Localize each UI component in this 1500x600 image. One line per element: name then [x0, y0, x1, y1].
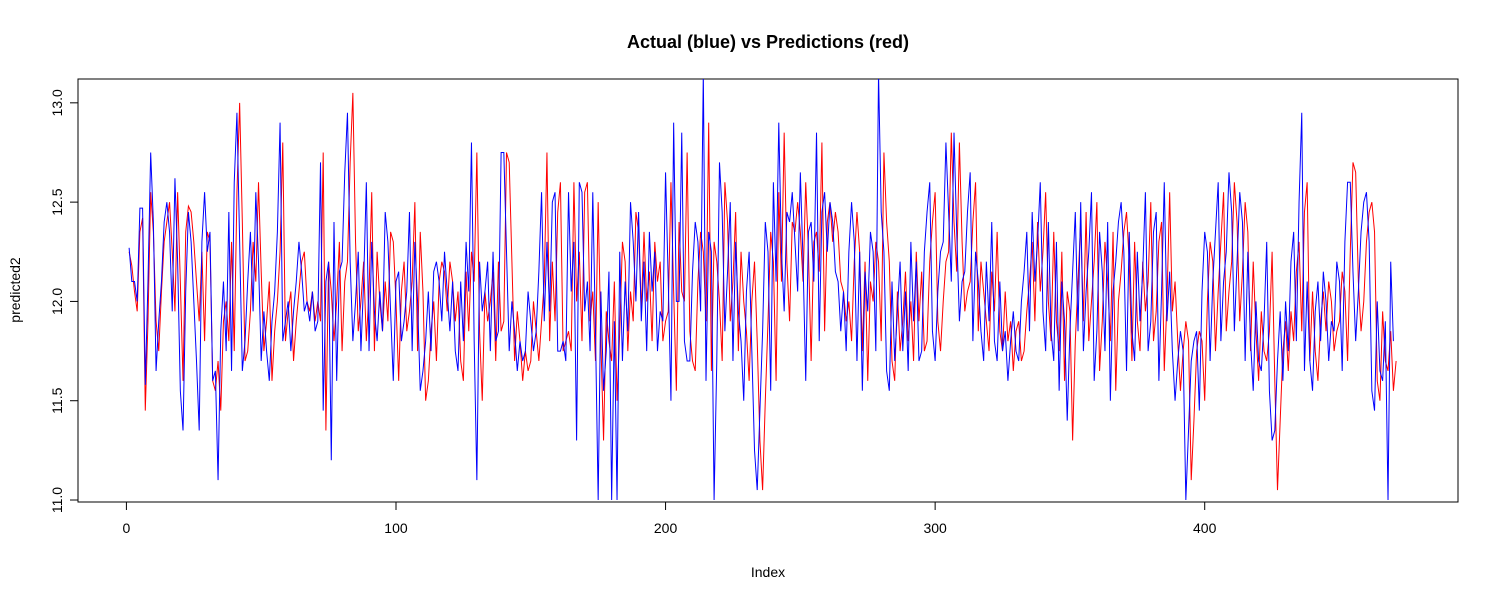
y-tick-label: 13.0: [49, 89, 65, 116]
chart-title: Actual (blue) vs Predictions (red): [627, 32, 909, 52]
y-tick-label: 11.0: [49, 487, 65, 513]
y-tick-label: 11.5: [49, 387, 65, 413]
x-axis: 0 100 200 300 400: [123, 501, 1217, 536]
x-tick-label: 400: [1193, 520, 1217, 536]
series-line-1: [128, 79, 1394, 501]
x-axis-label: Index: [751, 564, 785, 580]
series-layer: [128, 79, 1397, 501]
x-tick-label: 300: [923, 520, 947, 536]
series-line-0: [128, 92, 1397, 491]
x-tick-label: 0: [123, 520, 131, 536]
x-tick-label: 200: [654, 520, 678, 536]
y-axis: 11.0 11.5 12.0 12.5 13.0: [49, 89, 79, 513]
x-tick-label: 100: [384, 520, 408, 536]
y-tick-label: 12.5: [49, 188, 65, 215]
y-axis-label: predicted2: [7, 257, 23, 323]
y-tick-label: 12.0: [49, 288, 65, 315]
